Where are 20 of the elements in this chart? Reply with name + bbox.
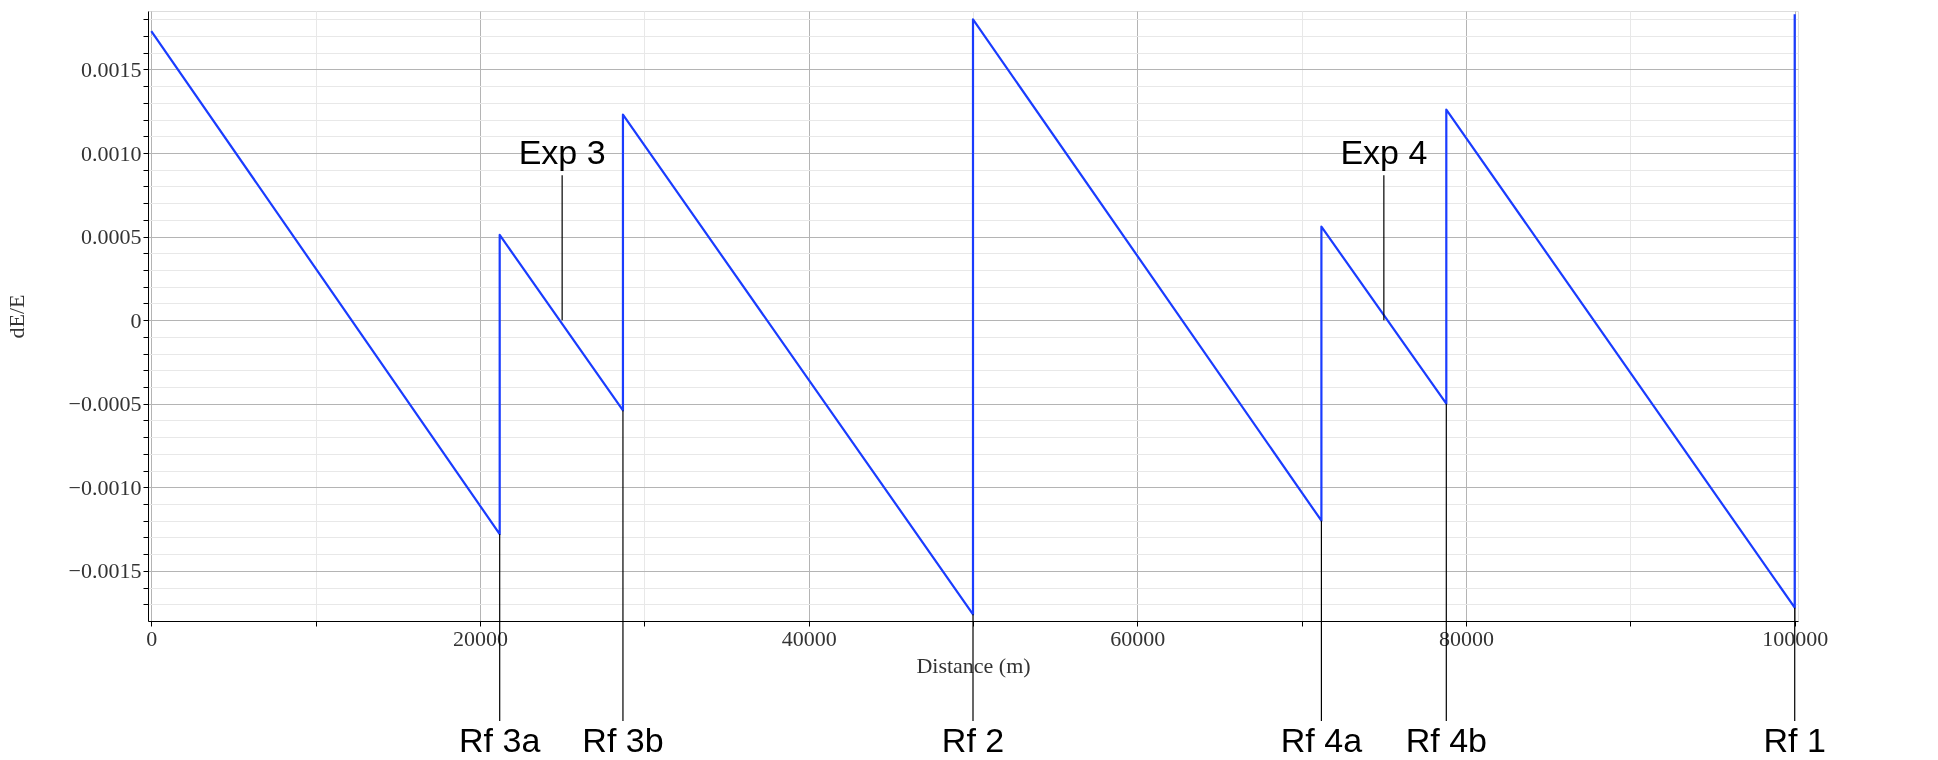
x-tick-label: 40000 [781, 625, 837, 651]
line-series [150, 13, 1796, 616]
y-tick-label: −0.0005 [68, 391, 142, 417]
y-axis-title: dE/E [3, 294, 29, 339]
annotation: Rf 3b [582, 721, 664, 759]
x-tick-label: 60000 [1110, 625, 1166, 651]
y-tick-label: 0.0005 [81, 224, 142, 250]
x-tick-label: 0 [146, 625, 158, 651]
y-tick-label: 0 [130, 307, 142, 333]
annotation: Rf 4b [1405, 721, 1487, 759]
y-tick-label: 0.0015 [81, 56, 142, 82]
annotation: Rf 3a [459, 721, 541, 759]
y-tick-label: −0.0010 [68, 474, 142, 500]
annotation: Exp 3 [518, 133, 606, 172]
y-tick-label: −0.0015 [68, 558, 142, 584]
annotation: Rf 2 [941, 721, 1005, 759]
annotation: Rf 1 [1763, 721, 1826, 759]
annotation: Rf 4a [1280, 721, 1363, 759]
y-tick-label: 0.0010 [81, 140, 142, 166]
annotation: Exp 4 [1340, 133, 1428, 172]
